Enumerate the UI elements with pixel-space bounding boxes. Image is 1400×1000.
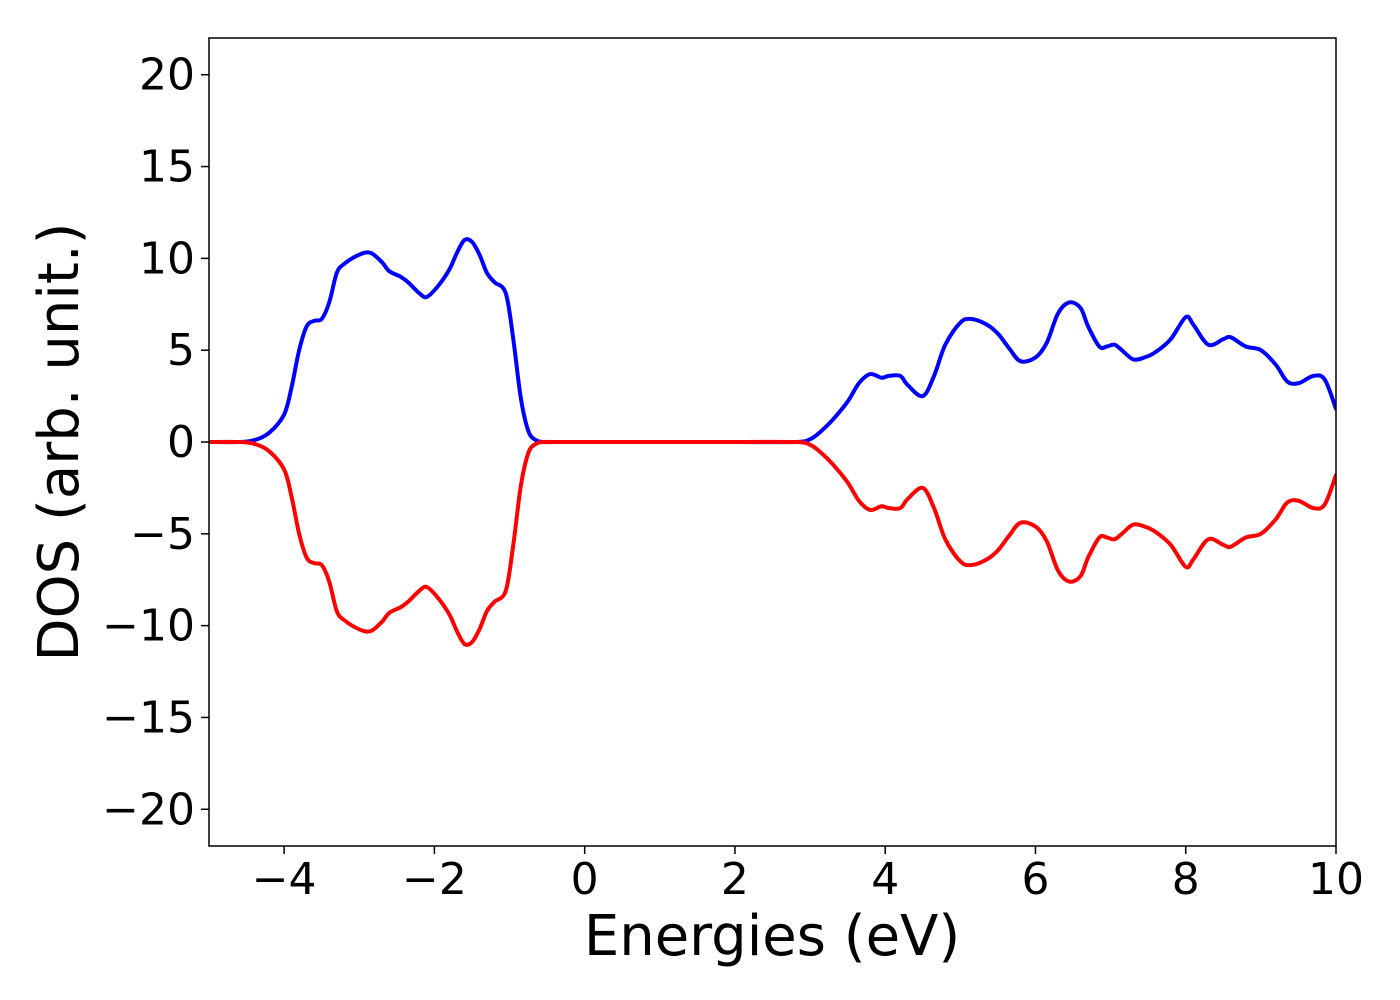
x-tick-label: 4 [871, 854, 899, 905]
y-tick-label: −20 [102, 784, 195, 835]
x-tick-label: 6 [1021, 854, 1049, 905]
x-axis-label: Energies (eV) [584, 904, 960, 969]
y-axis-ticks: 20 15 10 5 0 −5 −10 −15 −20 [102, 50, 209, 835]
y-tick-label: 15 [139, 142, 195, 193]
x-tick-label: 0 [571, 854, 599, 905]
x-tick-label: −4 [252, 854, 317, 905]
x-tick-label: −2 [402, 854, 467, 905]
series-line-blue [209, 237, 1336, 445]
x-tick-label: 10 [1308, 854, 1364, 905]
y-tick-label: −5 [130, 509, 195, 560]
y-tick-label: −15 [102, 692, 195, 743]
x-tick-label: 2 [721, 854, 749, 905]
y-tick-label: −10 [102, 601, 195, 652]
x-axis-ticks: −4 −2 0 2 4 6 8 10 [252, 846, 1364, 905]
series-line-red [209, 439, 1336, 647]
y-tick-label: 10 [139, 233, 195, 284]
y-tick-label: 5 [167, 325, 195, 376]
series-layer [209, 237, 1336, 647]
y-tick-label: 20 [139, 50, 195, 101]
y-axis-label: DOS (arb. unit.) [27, 222, 92, 661]
y-tick-label: 0 [167, 417, 195, 468]
x-tick-label: 8 [1172, 854, 1200, 905]
